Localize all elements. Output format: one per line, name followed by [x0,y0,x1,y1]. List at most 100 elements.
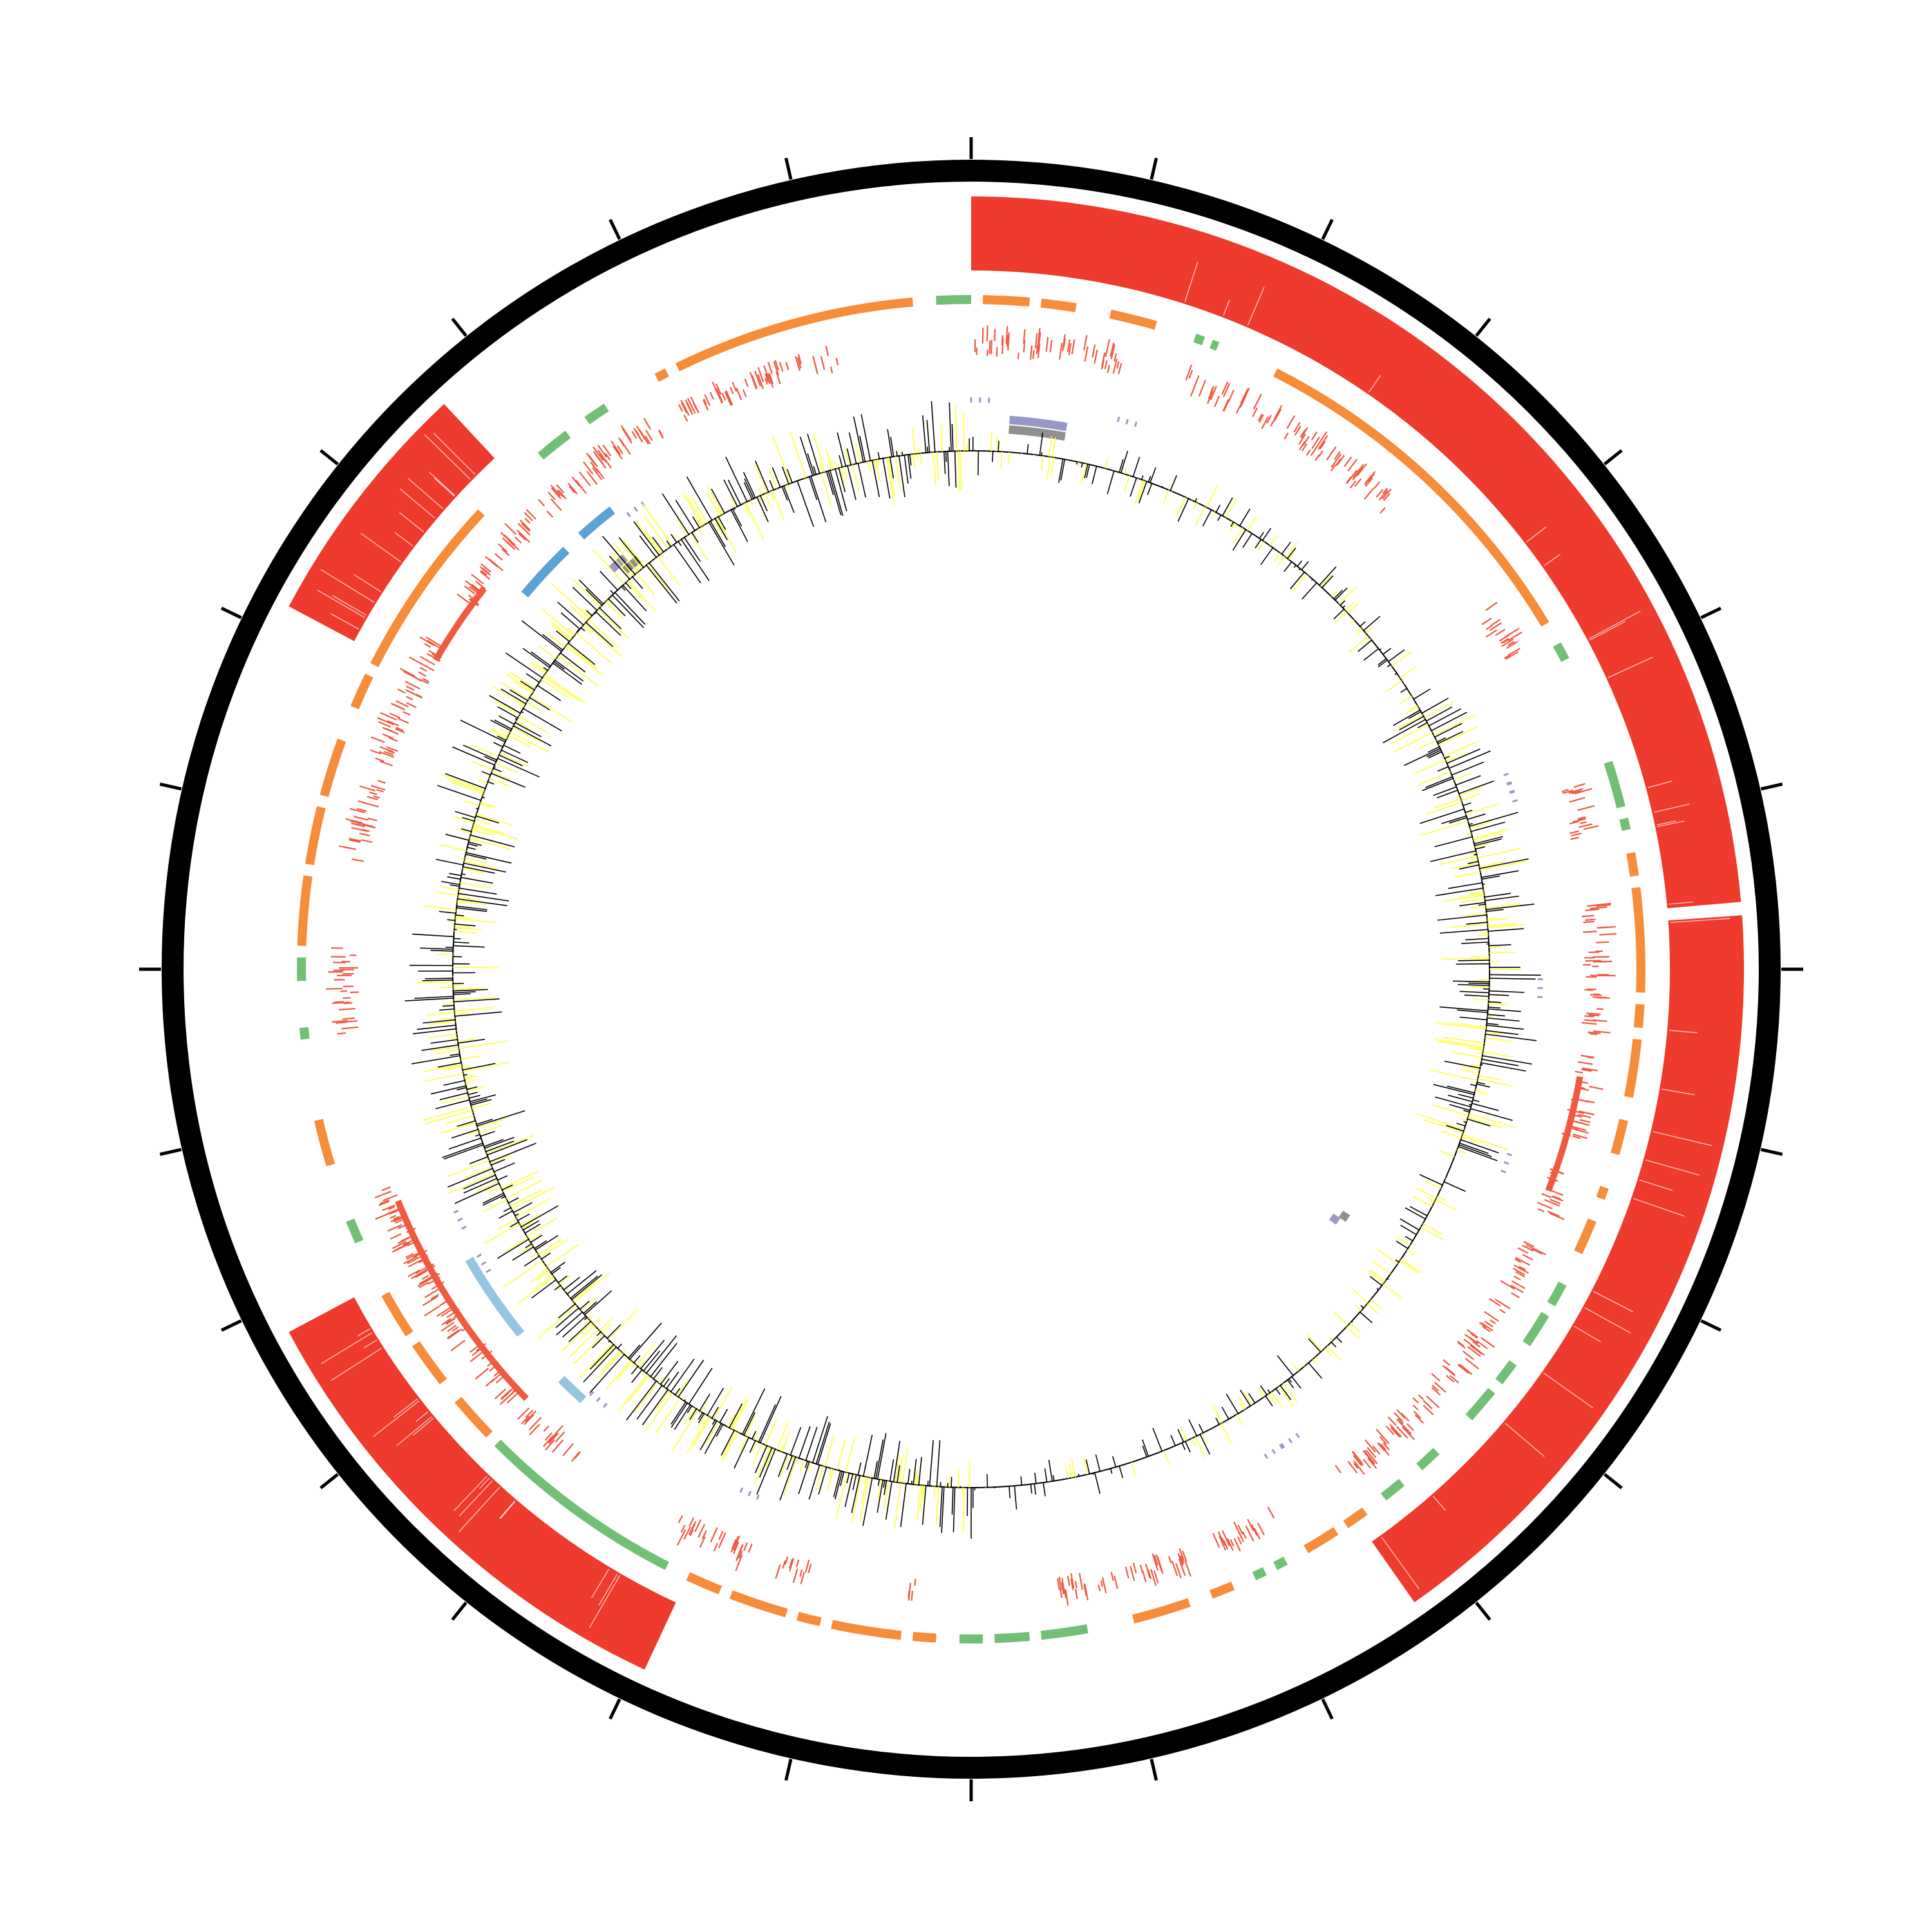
density-bar [1378,659,1388,668]
density-bar [628,580,656,612]
red-tick-mark [1578,823,1593,828]
red-block-gap-line [1589,621,1626,641]
density-bar [437,954,453,956]
density-bar [675,534,681,541]
density-bar [605,1360,632,1390]
red-tick-mark [1417,1394,1425,1401]
density-bar [579,1300,590,1310]
red-tick-mark [1347,459,1358,472]
red-tick-mark [377,780,386,784]
red-tick-mark [699,1536,706,1548]
density-bar [1083,1457,1088,1475]
dashed-mark [748,1491,752,1497]
red-tick-mark [1522,1244,1534,1252]
density-bar [1422,1223,1442,1235]
red-tick-mark [516,529,531,543]
red-tick-mark [379,751,395,758]
density-bar [1106,470,1115,495]
red-tick-mark [554,1431,565,1443]
red-tick-mark [334,1001,344,1003]
red-tick-mark [475,580,486,590]
red-tick-mark [1273,408,1282,422]
red-tick-mark [1070,1578,1074,1590]
red-tick-mark [1045,337,1049,352]
density-bar [1124,467,1128,475]
red-tick-mark [562,1443,574,1457]
density-bar [1470,956,1490,958]
red-tick-mark [585,452,596,466]
red-tick-mark [616,445,623,455]
density-bar [439,1017,455,1020]
scale-tick [1321,1698,1334,1720]
density-bar [1052,437,1056,458]
density-bar [1327,1345,1341,1361]
density-bar [1281,542,1291,554]
density-bar [548,634,565,648]
density-bar [1236,1414,1244,1426]
red-tick-mark [797,354,802,365]
density-bar [1459,864,1479,870]
red-tick-mark [715,388,724,403]
green-feature-arc [1547,1282,1567,1307]
red-tick-mark [1592,996,1607,999]
density-bar [450,1037,458,1039]
green-feature-arc [936,294,972,305]
red-tick-mark [1130,1566,1135,1582]
density-bar [840,1472,845,1486]
density-bar [887,457,895,496]
scale-tick [1150,157,1158,180]
density-bar [522,1222,534,1229]
density-bar [494,700,520,715]
density-bar [1351,1321,1353,1323]
density-bar [929,1440,934,1486]
density-bar [576,630,578,632]
density-bar [1288,552,1295,560]
red-block-gap-line [1657,820,1685,828]
red-tick-mark [1569,830,1579,834]
density-bar [941,1486,945,1533]
density-bar [1479,858,1529,869]
red-tick-mark [1466,1329,1479,1338]
red-tick-mark [494,553,503,561]
density-bar [616,1361,633,1381]
density-bar [536,685,562,701]
density-bar [1484,1037,1513,1043]
red-tick-mark [1589,906,1607,909]
density-bar [1477,848,1521,858]
red-tick-mark [1310,444,1319,457]
red-tick-mark [1551,1195,1564,1202]
red-tick-mark [814,364,819,375]
red-tick-mark [419,667,428,672]
density-bar [1460,1069,1479,1074]
density-bar [425,978,453,980]
density-bar [1415,759,1446,774]
density-bar [1428,746,1440,753]
density-bar [681,492,703,526]
red-tick-mark [782,1560,786,1569]
density-bar [469,1094,496,1103]
density-bar [1487,1016,1493,1018]
density-bar [1489,990,1525,993]
red-tick-mark [558,489,567,500]
density-bar [753,1446,771,1486]
red-tick-mark [1112,358,1118,374]
red-tick-mark [498,543,508,553]
density-bar [1446,748,1481,764]
density-bar [674,1405,691,1430]
red-tick-mark [1383,1442,1390,1450]
red-tick-mark [420,656,435,666]
density-bar [650,1343,677,1378]
red-tick-mark [1511,1280,1526,1289]
density-bar [1470,822,1491,829]
density-bar [652,536,664,553]
dashed-mark [1280,1443,1285,1448]
density-bar [464,800,480,806]
density-bar [596,1351,622,1379]
density-bar [1260,547,1274,565]
density-bar [447,1173,495,1195]
red-tick-mark [763,365,770,380]
density-bar [1191,498,1193,500]
orange-feature-arc [1132,1598,1191,1624]
density-bar [744,502,764,540]
density-bar [1481,1058,1519,1066]
